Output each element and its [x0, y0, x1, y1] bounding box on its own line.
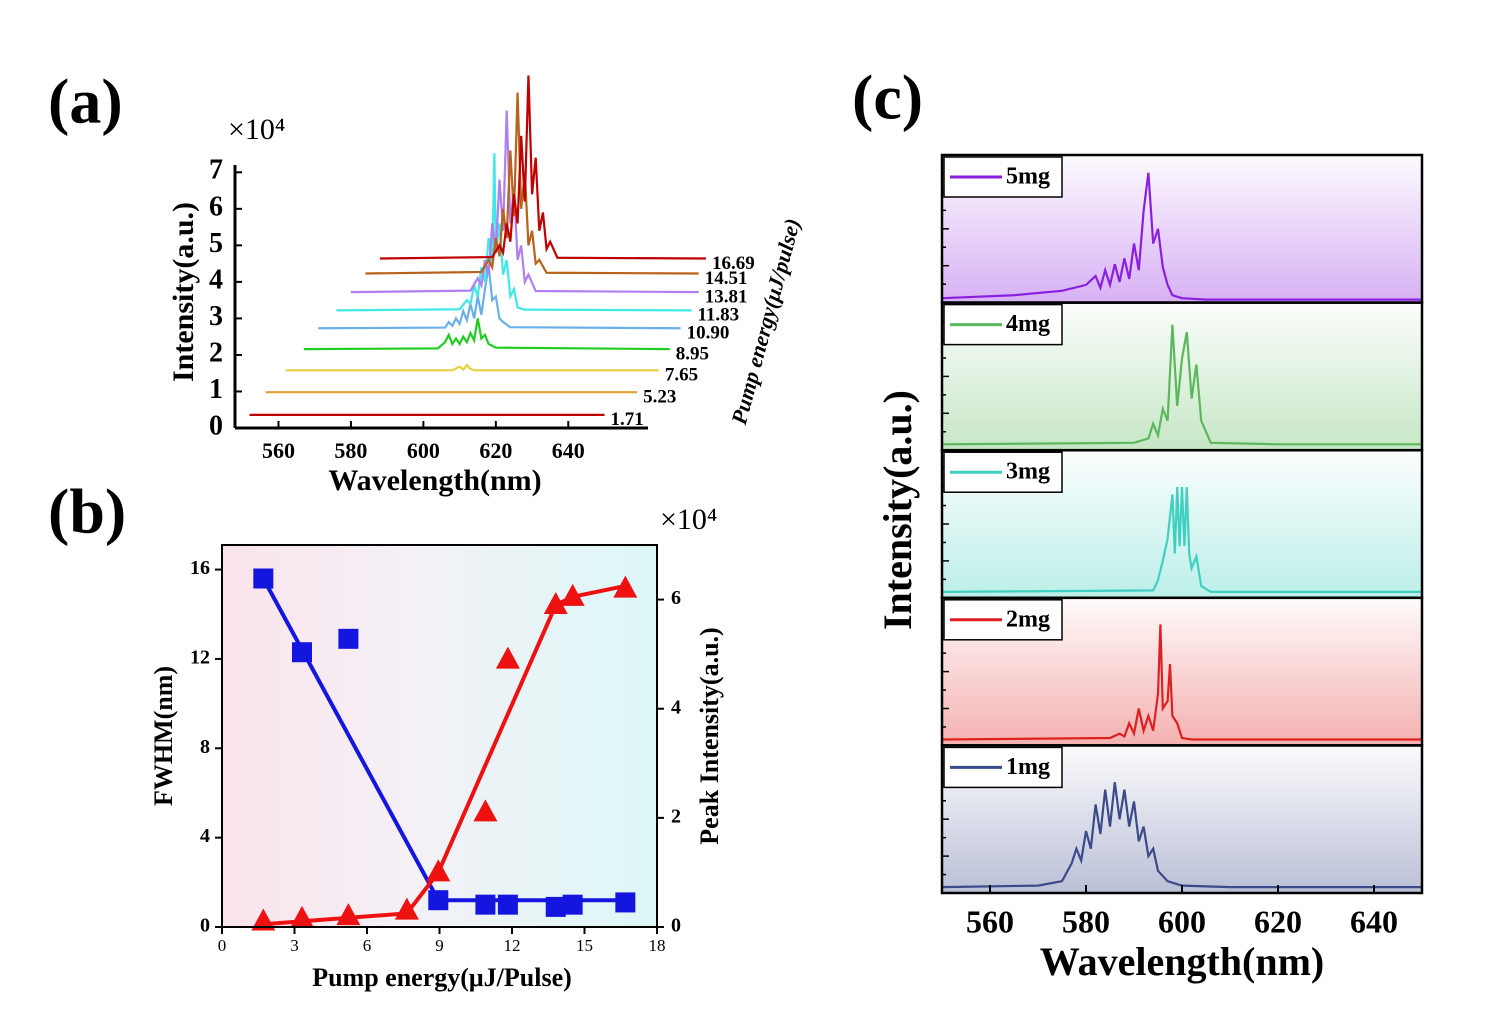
square-marker: [253, 568, 274, 589]
spectrum-line: [303, 318, 670, 351]
x-tick-label: 0: [218, 936, 227, 955]
y-tick-label: 3: [209, 301, 223, 332]
legend-label: 3mg: [1006, 459, 1050, 485]
series-label: 5.23: [643, 387, 676, 408]
y-tick-label: 12: [190, 647, 210, 669]
x-tick-label: 560: [262, 438, 295, 463]
series-label: 7.65: [665, 365, 698, 386]
spectrum-line: [941, 172, 1422, 301]
legend-label: 2mg: [1006, 606, 1050, 632]
y-axis-title: FWHM(nm): [149, 666, 178, 806]
x-tick-label: 600: [1158, 903, 1206, 939]
x-axis-title: Pump energy(μJ/Pulse): [312, 963, 572, 992]
triangle-marker: [289, 905, 314, 928]
x-tick-label: 600: [407, 438, 440, 463]
triangle-marker: [613, 575, 638, 598]
y-tick-label: 7: [209, 155, 223, 186]
x-tick-label: 12: [504, 936, 521, 955]
y2-tick-label: 0: [671, 915, 681, 937]
y2-tick-label: 4: [671, 696, 681, 718]
legend-label: 5mg: [1006, 164, 1050, 190]
y-tick-label: 4: [209, 264, 223, 295]
x-axis-title: Wavelength(nm): [1040, 939, 1324, 984]
y-tick-label: 5: [209, 228, 223, 259]
x-tick-label: 580: [1062, 903, 1110, 939]
x-tick-label: 560: [966, 903, 1014, 939]
square-marker: [545, 896, 566, 917]
square-marker: [338, 628, 359, 649]
spectrum-line: [336, 153, 692, 312]
series-label: 11.83: [697, 305, 739, 326]
x-axis-title: Wavelength(nm): [328, 464, 541, 497]
triangle-marker: [495, 646, 520, 669]
square-marker: [428, 890, 449, 911]
square-marker: [475, 894, 496, 915]
y2-tick-label: 6: [671, 587, 681, 609]
spectrum-line: [379, 75, 706, 260]
spectrum-line: [941, 324, 1422, 446]
x-tick-label: 9: [435, 936, 444, 955]
square-marker: [497, 894, 518, 915]
square-marker: [615, 892, 636, 913]
series-label: 16.69: [712, 253, 755, 274]
panel-label: (c): [852, 62, 923, 133]
y-tick-label: 2: [209, 337, 223, 368]
panel-label: (b): [48, 476, 126, 547]
y-tick-label: 1: [209, 374, 223, 405]
x-tick-label: 3: [290, 936, 299, 955]
triangle-marker: [473, 799, 498, 822]
x-tick-label: 620: [1254, 903, 1302, 939]
x-tick-label: 640: [1350, 903, 1398, 939]
y-multiplier: ×10⁴: [228, 113, 285, 146]
y2-axis-title: Peak Intensity(a.u.): [695, 627, 724, 844]
fit-line: [263, 583, 626, 927]
series-label: 1.71: [611, 409, 644, 430]
triangle-marker: [426, 859, 451, 882]
y2-tick-label: 2: [671, 805, 681, 827]
spectrum-line: [318, 265, 681, 330]
y-tick-label: 8: [200, 736, 210, 758]
x-tick-label: 6: [363, 936, 372, 955]
triangle-marker: [394, 897, 419, 920]
x-tick-label: 620: [479, 438, 512, 463]
series-label: 10.90: [687, 323, 730, 344]
spectrum-line: [350, 110, 699, 294]
square-marker: [291, 642, 312, 663]
series-label: 14.51: [705, 268, 748, 289]
x-tick-label: 18: [649, 936, 666, 955]
legend-label: 1mg: [1006, 754, 1050, 780]
x-tick-label: 640: [552, 438, 585, 463]
y-tick-label: 16: [190, 557, 210, 579]
triangle-marker: [543, 592, 568, 615]
spectrum-line: [365, 92, 699, 275]
triangle-marker: [336, 903, 361, 926]
square-marker: [562, 894, 583, 915]
y2-multiplier: ×10⁴: [660, 503, 717, 536]
series-label: 8.95: [676, 343, 709, 364]
y-tick-label: 6: [209, 191, 223, 222]
spectrum-line: [941, 782, 1422, 889]
panel-label: (a): [48, 66, 123, 137]
y-axis-title: Intensity(a.u.): [167, 202, 200, 382]
series-label: 13.81: [705, 286, 748, 307]
legend-label: 4mg: [1006, 311, 1050, 337]
y-tick-label: 0: [200, 915, 210, 937]
x-tick-label: 580: [334, 438, 367, 463]
spectrum-line: [285, 363, 659, 372]
y-tick-label: 0: [209, 410, 223, 441]
triangle-marker: [560, 583, 585, 606]
legend-box: [943, 746, 1063, 789]
spectrum-line: [941, 487, 1422, 593]
y-axis-title: Intensity(a.u.): [875, 390, 920, 630]
x-tick-label: 15: [576, 936, 593, 955]
triangle-marker: [251, 908, 276, 931]
spectrum-line: [941, 624, 1422, 741]
y-tick-label: 4: [200, 825, 210, 847]
